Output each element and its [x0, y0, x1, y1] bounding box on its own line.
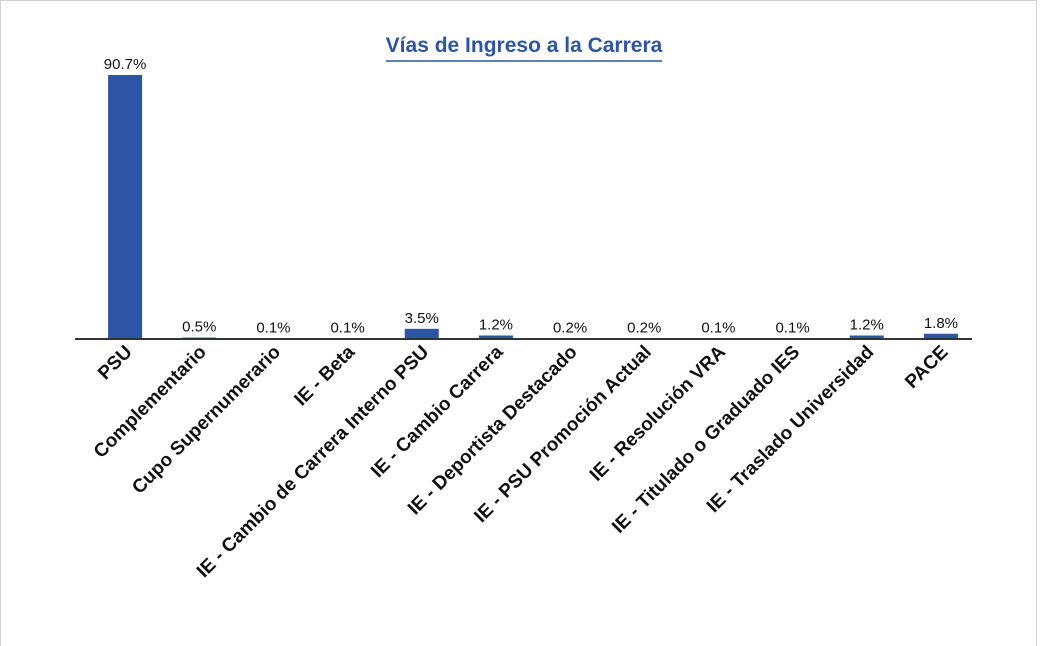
bar [404, 328, 439, 339]
value-label: 1.2% [850, 317, 884, 334]
bar [108, 75, 143, 339]
chart-title: Vías de Ingreso a la Carrera [386, 34, 663, 57]
value-label: 90.7% [104, 56, 147, 73]
bar [478, 335, 513, 339]
value-label: 0.2% [553, 319, 587, 336]
value-label: 1.8% [924, 315, 958, 332]
value-label: 0.1% [256, 320, 290, 337]
value-label: 0.1% [775, 320, 809, 337]
value-label: 0.1% [701, 320, 735, 337]
value-label: 1.2% [479, 317, 513, 334]
value-label: 3.5% [405, 310, 439, 327]
value-label: 0.2% [627, 319, 661, 336]
bar [923, 333, 958, 339]
value-label: 0.5% [182, 319, 216, 336]
bar [849, 335, 884, 339]
value-label: 0.1% [330, 320, 364, 337]
